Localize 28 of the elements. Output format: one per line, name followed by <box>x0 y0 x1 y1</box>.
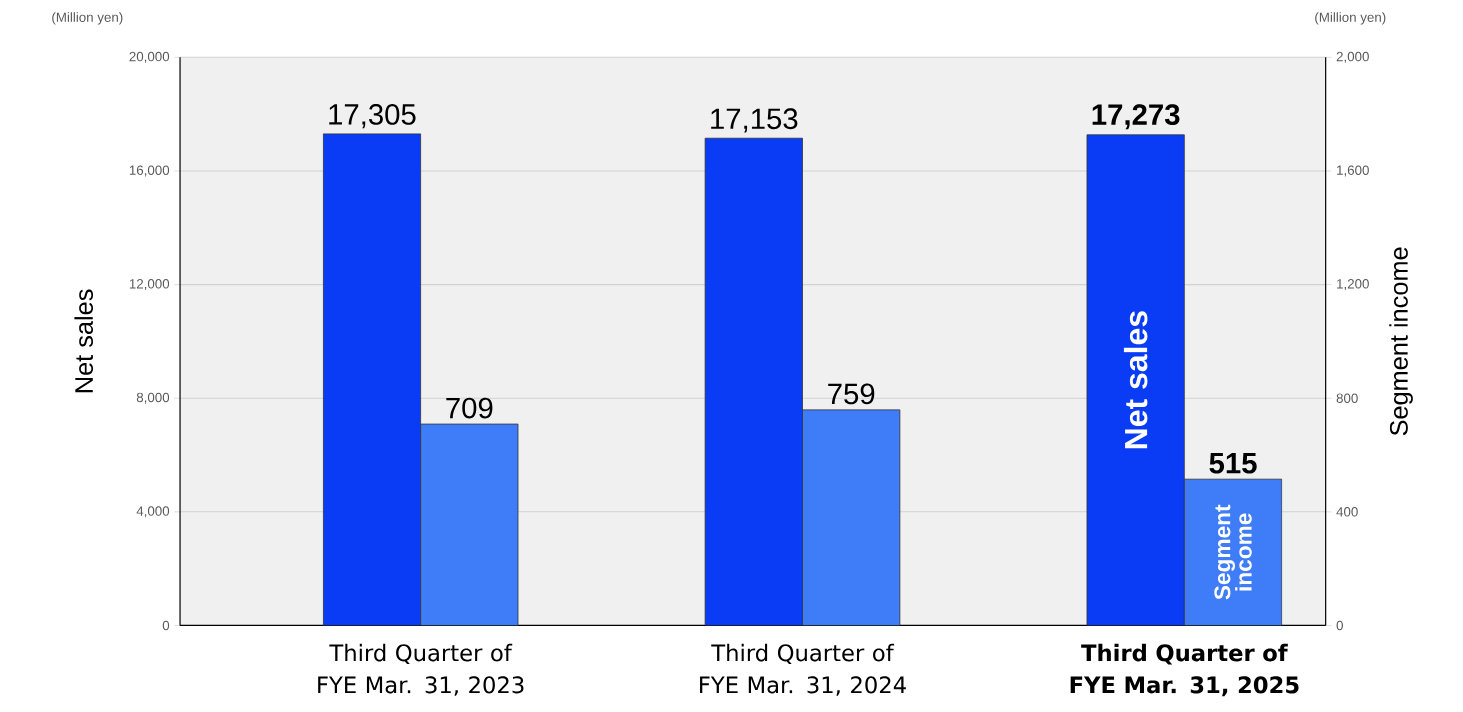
data-label: 515 <box>1209 453 1257 474</box>
y2-tick-label: 800 <box>1336 393 1358 403</box>
y2-tick-label: 1,200 <box>1337 279 1369 291</box>
bar <box>1183 478 1283 626</box>
y-axis-title: Net sales <box>74 289 94 393</box>
y-tick-label: 4,000 <box>136 506 170 518</box>
y-tick-label: 0 <box>162 620 170 631</box>
series-label: Segment income <box>1214 504 1252 600</box>
data-label: 17,305 <box>329 103 416 129</box>
text: (Million yen) <box>52 12 123 25</box>
y-tick-label: 12,000 <box>129 279 170 291</box>
y2-tick-label: 0 <box>1336 620 1343 631</box>
y2-tick-label: 2,000 <box>1336 51 1369 63</box>
x-tick-label: Third Quarter of FYE Mar. 31, 2025 <box>1070 643 1299 697</box>
data-label: 709 <box>446 397 493 419</box>
y-tick-label: 16,000 <box>129 165 170 177</box>
data-label: 759 <box>828 383 875 405</box>
y2-tick-label: 400 <box>1336 507 1358 517</box>
x-tick-label: Third Quarter of FYE Mar. 31, 2024 <box>700 643 906 696</box>
y-tick-label: 8,000 <box>136 392 170 404</box>
y2-axis-title: Segment income <box>1389 247 1413 436</box>
x-tick-label: Third Quarter of FYE Mar. 31, 2023 <box>318 643 524 696</box>
data-label: 17,273 <box>1092 104 1180 130</box>
data-label: 17,153 <box>711 108 798 133</box>
series-label: Net sales <box>1123 311 1148 449</box>
y-tick-label: 20,000 <box>129 51 170 63</box>
y2-tick-label: 1,600 <box>1337 165 1369 177</box>
text: (Million yen) <box>1315 12 1386 25</box>
